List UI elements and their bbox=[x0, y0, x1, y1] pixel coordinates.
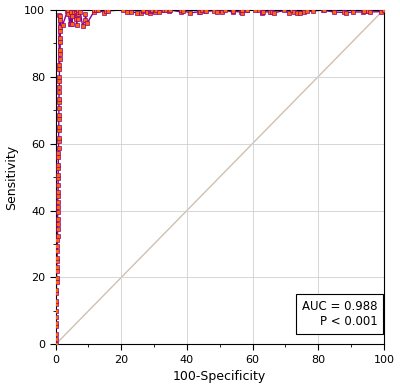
Y-axis label: Sensitivity: Sensitivity bbox=[6, 144, 18, 210]
X-axis label: 100-Specificity: 100-Specificity bbox=[173, 370, 266, 384]
Text: AUC = 0.988
P < 0.001: AUC = 0.988 P < 0.001 bbox=[302, 300, 377, 328]
